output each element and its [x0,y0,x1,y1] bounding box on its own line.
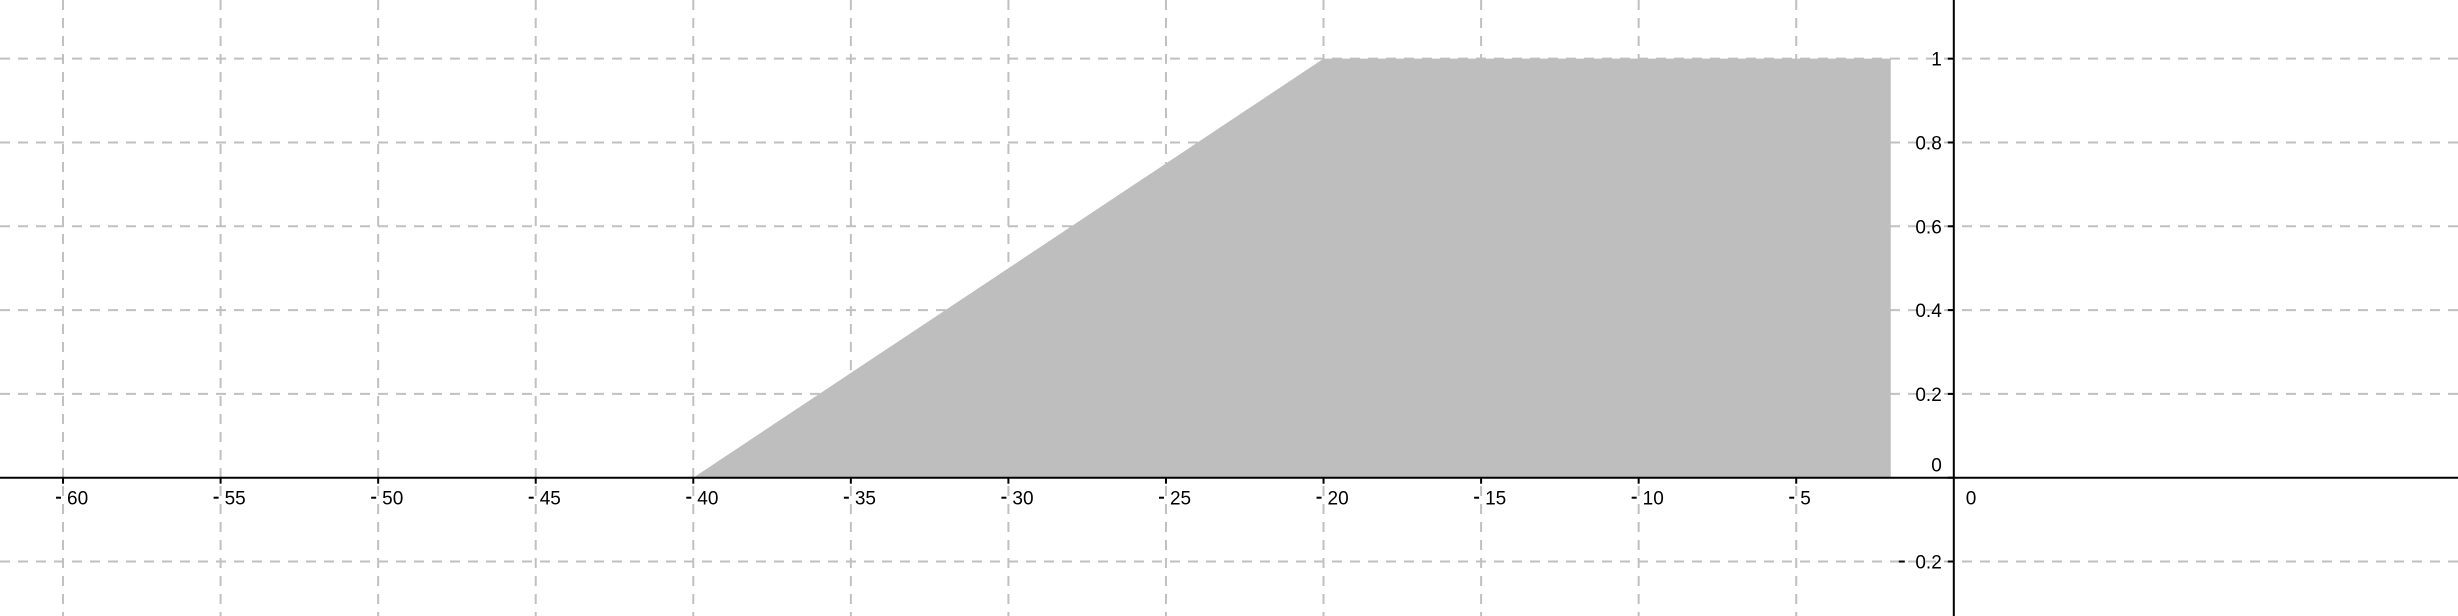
plot-area [693,58,1891,478]
y-tick-label: 0 [1931,456,1942,477]
y-tick-label: 0.8 [1915,133,1941,154]
x-tick-label: 60 [67,489,88,510]
x-tick-label: 5 [1800,489,1811,510]
shaded-area [693,58,1891,478]
tick-labels: 60 55 50 45 40 35 30 25 20 15 10 50.200.20.40.60.81… [67,50,1976,574]
x-tick-label: 55 [225,489,246,510]
y-tick-label: 0.2 [1915,553,1941,574]
y-tick-label: 0.2 [1915,385,1941,406]
origin-label: 0 [1966,489,1977,510]
x-tick-label: 20 [1328,489,1349,510]
x-tick-label: 35 [855,489,876,510]
x-tick-label: 45 [540,489,561,510]
x-tick-label: 25 [1170,489,1191,510]
x-tick-label: 40 [697,489,718,510]
x-tick-label: 50 [382,489,403,510]
x-tick-label: 30 [1012,489,1033,510]
y-tick-label: 0.6 [1915,217,1941,238]
y-tick-label: 0.4 [1915,301,1942,322]
x-tick-label: 10 [1643,489,1664,510]
y-tick-label: 1 [1931,50,1942,71]
x-tick-label: 15 [1485,489,1506,510]
